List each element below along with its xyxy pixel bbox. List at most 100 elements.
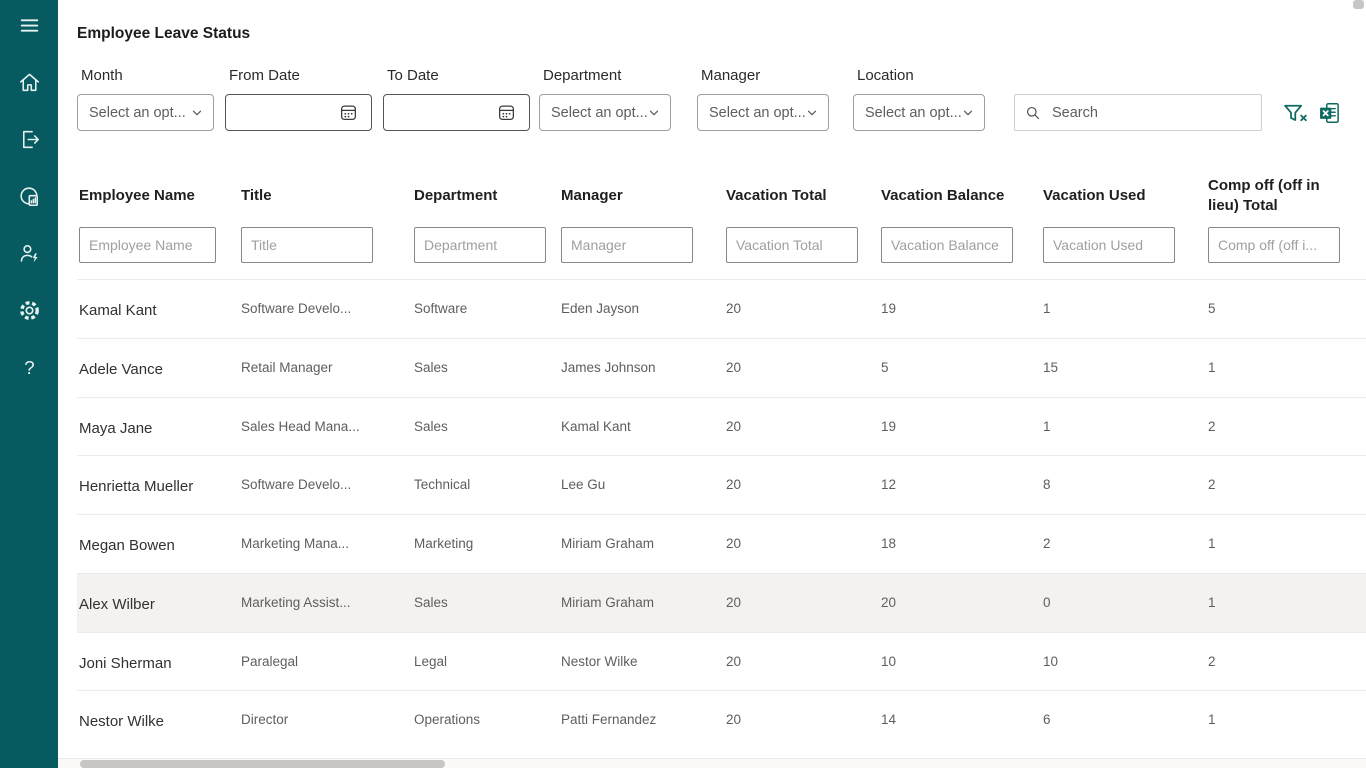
settings-button[interactable] (12, 293, 46, 327)
month-dropdown[interactable]: Select an opt... (77, 94, 214, 131)
vacation-total-cell: 20 (726, 418, 742, 434)
employee-name-text: Adele Vance (79, 360, 163, 378)
column-filter-department[interactable] (414, 227, 546, 263)
department-dropdown[interactable]: Select an opt... (539, 94, 671, 131)
header-cell-comp-off: Comp off (off in lieu) Total (1206, 165, 1366, 263)
vacation-total-cell: 20 (726, 359, 742, 375)
manager-filter-group: Manager Select an opt... (697, 66, 829, 131)
employee-name-cell: Henrietta Mueller (77, 456, 239, 514)
employee-name-text: Megan Bowen (79, 537, 175, 554)
chevron-down-icon (192, 110, 202, 115)
employee-name-text: Joni Sherman (79, 654, 172, 672)
comp-off-total-cell: 2 (1208, 653, 1216, 669)
column-filter-manager[interactable] (561, 227, 693, 263)
table-row[interactable]: Kamal Kant Software Develo... Software Eden… (77, 279, 1366, 338)
from-date-input[interactable] (225, 94, 372, 131)
title-cell: Software Develo... (241, 477, 352, 493)
department-cell: Operations (414, 712, 481, 728)
vacation-balance-cell: 19 (881, 301, 897, 316)
power-user-icon (20, 244, 38, 262)
table-row[interactable]: Nestor Wilke Director Operations Patti Fern… (77, 690, 1366, 749)
month-label: Month (81, 67, 123, 84)
sign-out-button[interactable] (12, 122, 46, 156)
vacation-balance-cell: 20 (881, 594, 897, 610)
employee-name-text: Maya Jane (79, 419, 153, 437)
calendar-icon (499, 105, 514, 120)
department-cell: Sales (414, 418, 448, 434)
header-cell-vacation-balance: Vacation Balance (879, 165, 1041, 263)
location-label: Location (857, 67, 914, 84)
horizontal-scrollbar[interactable] (58, 758, 1366, 768)
table-row[interactable]: Alex Wilber Marketing Assist... Sales Miria… (77, 572, 1366, 632)
department-cell: Sales (414, 594, 448, 610)
table-row[interactable]: Maya Jane Sales Head Mana... Sales Kamal Ka… (77, 396, 1366, 456)
filter-clear-icon (1283, 104, 1307, 121)
table-row[interactable]: Joni Sherman Paralegal Legal Nestor Wilke 20… (77, 631, 1366, 691)
sidebar: ? (0, 0, 58, 768)
manager-cell: Eden Jayson (561, 301, 640, 316)
search-icon (1026, 106, 1040, 119)
menu-button[interactable] (12, 8, 46, 42)
employee-name-cell: Alex Wilber (77, 574, 239, 632)
location-dropdown[interactable]: Select an opt... (853, 94, 985, 131)
help-button[interactable]: ? (12, 350, 46, 384)
title-cell: Paralegal (241, 653, 299, 669)
from-date-label: From Date (229, 67, 300, 84)
horizontal-scrollbar-thumb[interactable] (80, 760, 445, 768)
column-header-vacation-balance[interactable]: Vacation Balance (881, 186, 1005, 204)
column-filter-vacation-used[interactable] (1043, 227, 1175, 263)
home-button[interactable] (12, 65, 46, 99)
table-row[interactable]: Adele Vance Retail Manager Sales James John… (77, 337, 1366, 397)
table-row[interactable]: Henrietta Mueller Software Develo... Techn… (77, 455, 1366, 514)
vacation-balance-cell: 14 (881, 712, 897, 728)
department-dropdown-value: Select an opt... (551, 104, 648, 121)
column-filter-title[interactable] (241, 227, 373, 263)
search-input[interactable] (1049, 103, 1251, 122)
export-excel-button[interactable] (1316, 99, 1344, 127)
comp-off-total-cell: 1 (1208, 712, 1216, 728)
vacation-total-cell: 20 (726, 712, 742, 728)
sign-out-icon (22, 130, 39, 148)
search-group (1014, 94, 1262, 131)
column-header-comp-off[interactable]: Comp off (off in lieu) Total (1208, 176, 1320, 214)
help-icon: ? (24, 356, 34, 377)
vacation-used-cell: 1 (1043, 301, 1051, 316)
column-filter-vacation-balance[interactable] (881, 227, 1013, 263)
reports-button[interactable] (12, 179, 46, 213)
location-filter-group: Location Select an opt... (853, 66, 985, 131)
column-header-title[interactable]: Title (241, 186, 272, 204)
vacation-balance-cell: 19 (881, 418, 897, 434)
vacation-total-cell: 20 (726, 653, 742, 669)
column-header-employee-name[interactable]: Employee Name (79, 186, 195, 204)
power-user-button[interactable] (12, 236, 46, 270)
department-label: Department (543, 67, 622, 84)
department-filter-group: Department Select an opt... (539, 66, 671, 131)
manager-dropdown-value: Select an opt... (709, 104, 806, 121)
header-cell-title: Title (239, 165, 412, 263)
to-date-filter-group: To Date (383, 66, 530, 131)
vacation-balance-cell: 10 (881, 653, 897, 669)
column-filter-employee-name[interactable] (79, 227, 216, 263)
vertical-scrollbar-thumb[interactable] (1353, 0, 1364, 9)
manager-dropdown[interactable]: Select an opt... (697, 94, 829, 131)
employee-name-cell: Adele Vance (77, 339, 239, 397)
department-cell: Software (414, 301, 468, 316)
clear-filter-button[interactable] (1281, 99, 1309, 127)
vacation-total-cell: 20 (726, 594, 742, 610)
table-header: Employee Name Title Department Manager V… (77, 165, 1366, 263)
vacation-total-cell: 20 (726, 477, 742, 493)
comp-off-total-cell: 1 (1208, 536, 1216, 551)
menu-icon (20, 18, 38, 32)
column-filter-comp-off[interactable] (1208, 227, 1340, 263)
column-header-department[interactable]: Department (414, 186, 498, 204)
column-header-manager[interactable]: Manager (561, 186, 623, 204)
column-header-vacation-used[interactable]: Vacation Used (1043, 186, 1146, 204)
employee-name-cell: Megan Bowen (77, 515, 239, 573)
column-header-vacation-total[interactable]: Vacation Total (726, 186, 827, 204)
filter-bar: Month Select an opt... From Date To Date (77, 66, 1366, 131)
column-filter-vacation-total[interactable] (726, 227, 858, 263)
table-row[interactable]: Megan Bowen Marketing Mana... Marketing Mir… (77, 514, 1366, 573)
svg-text:?: ? (24, 356, 34, 377)
chevron-down-icon (807, 110, 817, 115)
to-date-input[interactable] (383, 94, 530, 131)
